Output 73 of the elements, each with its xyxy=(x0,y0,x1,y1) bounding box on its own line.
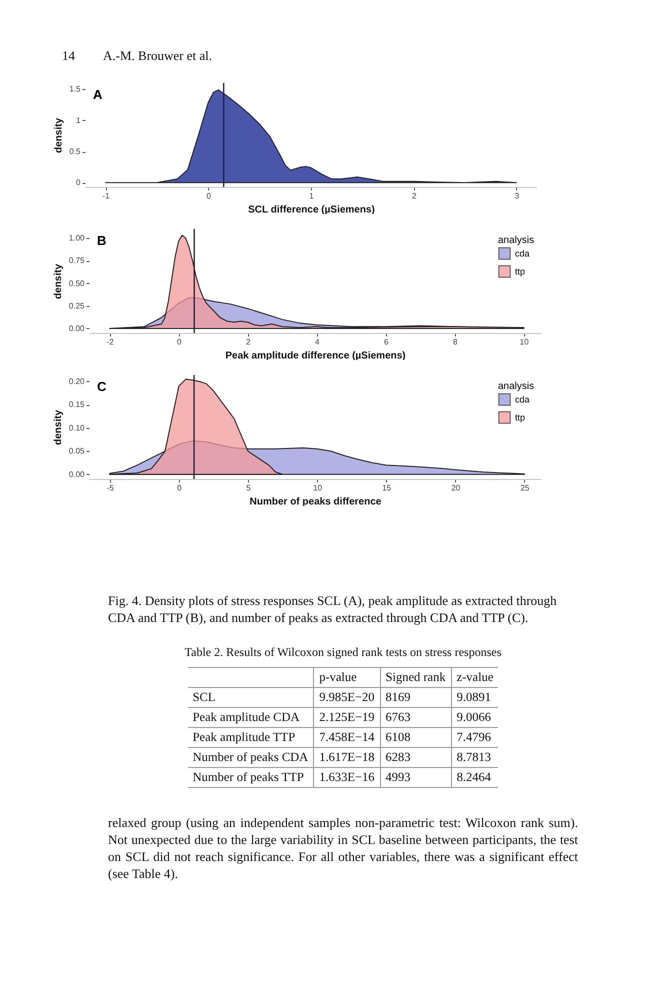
y-tick-label: 1.5 xyxy=(69,84,82,94)
x-tick-label: -5 xyxy=(106,484,114,492)
y-axis-title: density xyxy=(53,118,64,154)
x-tick-label: 10 xyxy=(520,338,530,346)
y-tick-label: 0.50 xyxy=(68,278,86,288)
x-tick-label: -1 xyxy=(102,192,110,200)
y-tick-label: 0.10 xyxy=(68,423,86,432)
x-tick-label: 0 xyxy=(206,192,212,200)
text: 7.458E−14 xyxy=(314,728,380,748)
x-tick-label: 6 xyxy=(384,338,390,346)
annotation: A xyxy=(93,87,103,102)
text: 6108 xyxy=(380,728,452,748)
text: 1.617E−18 xyxy=(314,748,380,768)
annotation: C xyxy=(97,379,107,394)
y-tick-label: 0.05 xyxy=(68,446,86,456)
x-tick-label: 4 xyxy=(315,338,320,346)
text: 9.0066 xyxy=(451,708,498,728)
text: A.-M. Brouwer et al. xyxy=(103,48,212,63)
text: p-value xyxy=(314,668,380,688)
text: 9.985E−20 xyxy=(314,688,380,708)
text: 1.633E−16 xyxy=(314,768,380,788)
text: relaxed group (using an independent samples non-parametric test: Wilcoxon rank sum). Not unexpected due to the large variability in SCL baseline between participants, the test on SCL did not reach significance. For all other variables, there was a significant effect (see Table 4). xyxy=(108,814,578,882)
x-tick-label: 20 xyxy=(451,484,461,492)
x-tick-label: 2 xyxy=(412,192,417,200)
legend-label: ttp xyxy=(515,266,526,276)
text: SCL xyxy=(188,688,314,708)
text: Signed rank xyxy=(380,668,452,688)
x-tick-label: 25 xyxy=(520,484,530,492)
y-axis-title: density xyxy=(52,264,64,300)
text: 8.7813 xyxy=(451,748,498,768)
text: 9.0891 xyxy=(451,688,498,708)
y-tick-label: 0.00 xyxy=(68,470,86,479)
text: z-value xyxy=(451,668,498,688)
text: Peak amplitude TTP xyxy=(188,728,314,748)
x-tick-label: 8 xyxy=(453,338,458,346)
annotation: B xyxy=(97,233,106,248)
y-tick-label: 0.25 xyxy=(68,301,86,310)
text: Number of peaks CDA xyxy=(188,748,314,768)
y-tick-label: 0.75 xyxy=(68,256,86,266)
text: 6283 xyxy=(380,748,452,768)
text: 2.125E−19 xyxy=(314,708,380,728)
x-tick-label: 0 xyxy=(176,338,182,346)
x-tick-label: 15 xyxy=(382,484,392,492)
y-tick-label: 0 xyxy=(76,178,82,188)
x-tick-label: -2 xyxy=(106,338,114,346)
x-tick-label: 0 xyxy=(177,484,182,492)
legend-label: cda xyxy=(515,248,530,258)
text: Peak amplitude CDA xyxy=(188,708,314,728)
x-tick-label: 2 xyxy=(246,338,251,346)
text: 7.4796 xyxy=(451,728,498,748)
y-tick-label: 1 xyxy=(76,116,82,125)
x-tick-label: 3 xyxy=(514,192,520,200)
text: Number of peaks TTP xyxy=(188,768,314,788)
legend-label: cda xyxy=(515,394,530,404)
y-tick-label: 0.5 xyxy=(69,147,82,156)
y-tick-label: 0.00 xyxy=(68,324,86,333)
text: 8.2464 xyxy=(451,768,498,788)
y-tick-label: 0.20 xyxy=(68,377,86,386)
caption: Table 2. Results of Wilcoxon signed rank tests on stress responses xyxy=(184,644,502,661)
text: 14 xyxy=(62,48,75,63)
text: 6763 xyxy=(380,708,452,728)
y-tick-label: 1.00 xyxy=(68,234,86,243)
y-tick-label: 0.15 xyxy=(68,400,86,410)
y-axis-title: density xyxy=(52,410,64,446)
x-tick-label: 10 xyxy=(313,484,323,492)
legend-label: ttp xyxy=(515,412,526,422)
text: 8169 xyxy=(380,688,452,708)
text: 4993 xyxy=(380,768,452,788)
legend-title: analysis xyxy=(498,235,534,246)
legend-title: analysis xyxy=(498,381,534,392)
x-tick-label: 5 xyxy=(246,484,252,492)
caption: Fig. 4. Density plots of stress responses SCL (A), peak amplitude as extracted through CDA and TTP (B), and number of peaks as extracted through CDA and TTP (C). xyxy=(108,592,558,626)
x-tick-label: 1 xyxy=(309,192,314,200)
